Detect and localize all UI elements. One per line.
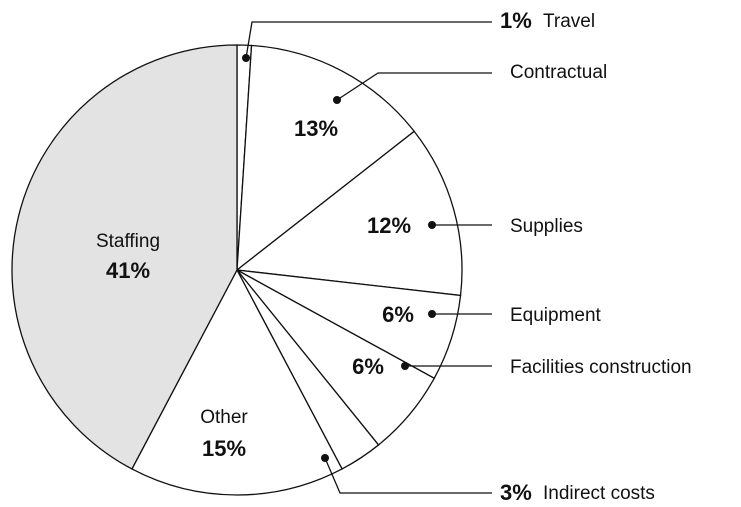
pie-slice bbox=[131, 268, 343, 496]
leader-line bbox=[245, 21, 492, 59]
leader-dot bbox=[428, 310, 436, 318]
leader-dot bbox=[401, 362, 409, 370]
pie-slice bbox=[235, 130, 463, 297]
slice-label: Facilities construction bbox=[510, 357, 692, 378]
pie-slice bbox=[236, 44, 416, 272]
leader-dot bbox=[242, 54, 250, 62]
leader-dot bbox=[428, 221, 436, 229]
slice-label: Staffing bbox=[96, 231, 160, 252]
slice-label: Travel bbox=[543, 11, 595, 32]
value-label: 3% bbox=[500, 480, 532, 505]
value-label: 1% bbox=[500, 8, 532, 33]
slice-label: Other bbox=[200, 407, 248, 428]
leader-dot bbox=[321, 454, 329, 462]
slice-label: Supplies bbox=[510, 216, 583, 237]
value-label: 41% bbox=[106, 258, 150, 283]
slice-label: Equipment bbox=[510, 305, 602, 326]
pie-slice bbox=[11, 44, 238, 470]
value-label: 12% bbox=[367, 213, 411, 238]
leader-line bbox=[324, 457, 492, 494]
value-label: 6% bbox=[352, 354, 384, 379]
leader-dot bbox=[333, 96, 341, 104]
value-label: 15% bbox=[202, 436, 246, 461]
slice-label: Indirect costs bbox=[543, 483, 655, 504]
slice-label: Contractual bbox=[510, 62, 607, 83]
value-label: 6% bbox=[382, 302, 414, 327]
value-label: 13% bbox=[294, 116, 338, 141]
leader-line bbox=[336, 72, 492, 101]
